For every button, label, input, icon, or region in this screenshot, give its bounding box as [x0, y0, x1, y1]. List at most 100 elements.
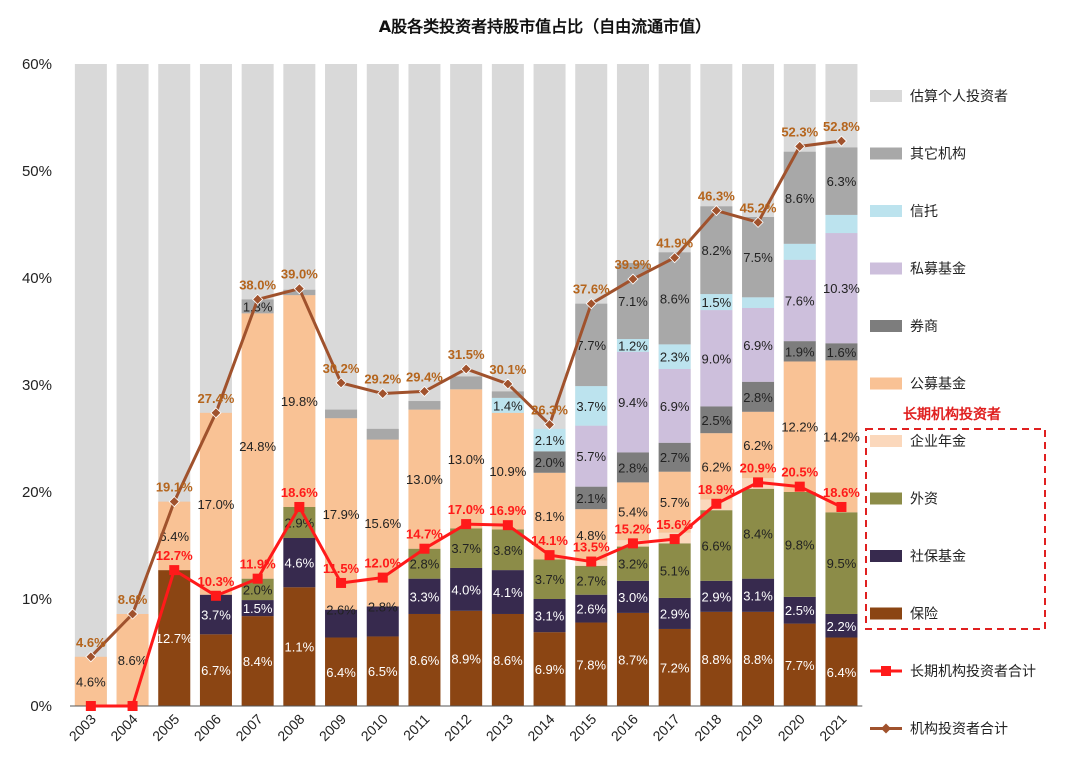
bar-segment-4-2021: [825, 360, 858, 513]
legend-swatch-3: [870, 262, 902, 275]
segment-label-6-2019: 6.9%: [743, 338, 773, 353]
bar-segment-4-2004: [116, 613, 149, 706]
marker-total-2021: [835, 135, 848, 147]
label-total-2009: 30.2%: [323, 361, 360, 376]
bar-segment-7-2015: [575, 386, 608, 426]
x-tick-label-2013: 2013: [483, 711, 516, 744]
segment-label-1-2018: 2.9%: [702, 589, 732, 604]
segment-label-0-2008: 1.1%: [285, 640, 315, 655]
marker-total-2009: [335, 377, 347, 389]
bar-segment-2-2013: [491, 529, 524, 571]
segment-label-0-2018: 8.8%: [702, 652, 732, 667]
x-tick-label-2015: 2015: [566, 711, 599, 744]
bar-segment-1-2008: [283, 538, 316, 588]
bar-segment-4-2007: [241, 313, 274, 579]
segment-label-5-2015: 2.1%: [576, 491, 606, 506]
bar-segment-4-2005: [158, 501, 191, 571]
label-long-term-2011: 14.7%: [406, 527, 443, 542]
bar-segment-7-2017: [658, 344, 691, 369]
segment-label-5-2016: 2.8%: [618, 460, 648, 475]
legend-swatch-7: [870, 492, 902, 505]
bar-segment-2-2018: [700, 510, 733, 581]
bar-segment-1-2021: [825, 613, 858, 638]
label-long-term-2018: 18.9%: [698, 482, 735, 497]
y-tick-label: 50%: [22, 163, 52, 180]
chart-title: A股各类投资者持股市值占比（自由流通市值）: [379, 17, 711, 36]
bar-segment-6-2021: [825, 233, 858, 344]
segment-label-4-2014: 8.1%: [535, 509, 565, 524]
x-tick-label-2006: 2006: [191, 711, 224, 744]
label-total-2018: 46.3%: [698, 189, 735, 204]
segment-label-0-2021: 6.4%: [827, 665, 857, 680]
label-long-term-2006: 10.3%: [198, 574, 235, 589]
segment-label-0-2010: 6.5%: [368, 664, 398, 679]
bar-segment-7-2013: [491, 397, 524, 413]
segment-label-8-2021: 6.3%: [827, 174, 857, 189]
segment-label-7-2016: 1.2%: [618, 338, 648, 353]
segment-label-0-2009: 6.4%: [326, 665, 356, 680]
bar-segment-4-2015: [575, 509, 608, 561]
bar-segment-2-2014: [533, 559, 566, 599]
x-tick-label-2014: 2014: [524, 711, 557, 744]
segment-label-4-2015: 4.8%: [576, 528, 606, 543]
bar-segment-6-2018: [700, 310, 733, 407]
bar-segment-0-2016: [616, 612, 649, 706]
bar-segment-7-2019: [742, 297, 775, 308]
label-long-term-2015: 13.5%: [573, 540, 610, 555]
label-total-2013: 30.1%: [489, 362, 526, 377]
segment-label-8-2015: 7.7%: [576, 338, 606, 353]
marker-long-term-2012: [461, 519, 472, 530]
marker-long-term-2016: [627, 538, 638, 549]
bar-segment-0-2014: [533, 632, 566, 706]
segment-label-1-2020: 2.5%: [785, 603, 815, 618]
bar-segment-5-2016: [616, 452, 649, 483]
x-tick-label-2012: 2012: [441, 711, 474, 744]
bar-segment-0-2008: [283, 587, 316, 706]
legend: 估算个人投资者其它机构信托私募基金券商公募基金企业年金外资社保基金保险长期机构投…: [865, 89, 1046, 738]
label-total-2016: 39.9%: [615, 257, 652, 272]
segment-label-8-2017: 8.6%: [660, 291, 690, 306]
bar-segment-4-2003: [74, 656, 107, 706]
bar-segment-0-2009: [325, 637, 358, 706]
marker-long-term-2007: [252, 573, 263, 584]
segment-label-0-2006: 6.7%: [201, 663, 231, 678]
segment-label-1-2008: 4.6%: [285, 556, 315, 571]
bar-segment-1-2011: [408, 578, 441, 614]
marker-total-2006: [210, 407, 222, 419]
bar-segment-0-2019: [742, 611, 775, 706]
bar-segment-7-2016: [616, 338, 649, 352]
marker-total-2019: [752, 216, 764, 228]
x-tick-label-2017: 2017: [649, 711, 682, 744]
label-long-term-2005: 12.7%: [156, 548, 193, 563]
legend-label-1: 其它机构: [910, 146, 966, 163]
segment-label-0-2005: 12.7%: [156, 631, 193, 646]
segment-label-7-2017: 2.3%: [660, 350, 690, 365]
segment-label-5-2019: 2.8%: [743, 390, 773, 405]
bar-segment-0-2007: [241, 616, 274, 706]
bar-individual-2004: [116, 64, 149, 706]
segment-label-0-2013: 8.6%: [493, 653, 523, 668]
label-long-term-2016: 15.2%: [615, 521, 652, 536]
marker-long-term-2003: [85, 701, 96, 711]
bar-segment-1-2014: [533, 599, 566, 633]
marker-long-term-2021: [836, 501, 847, 512]
label-total-2007: 38.0%: [239, 277, 276, 292]
segment-label-4-2013: 10.9%: [489, 464, 526, 479]
x-tick-label-2010: 2010: [358, 711, 391, 744]
bar-segment-7-2021: [825, 214, 858, 234]
bar-segment-7-2020: [783, 243, 816, 260]
label-total-2020: 52.3%: [781, 124, 818, 139]
segment-label-2-2007: 2.0%: [243, 582, 273, 597]
segment-label-2-2010: 2.8%: [368, 599, 398, 614]
y-tick-label: 10%: [22, 591, 52, 608]
legend-label-6: 企业年金: [910, 433, 966, 450]
segment-label-2-2012: 3.7%: [451, 541, 481, 556]
segment-label-4-2005: 6.4%: [159, 529, 189, 544]
label-long-term-2017: 15.6%: [656, 517, 693, 532]
x-tick-label-2011: 2011: [400, 711, 433, 744]
segment-label-5-2018: 2.5%: [702, 413, 732, 428]
segment-label-6-2020: 7.6%: [785, 293, 815, 308]
bar-segment-6-2019: [742, 307, 775, 382]
legend-label-9: 保险: [910, 607, 938, 623]
marker-long-term-2010: [377, 572, 388, 583]
